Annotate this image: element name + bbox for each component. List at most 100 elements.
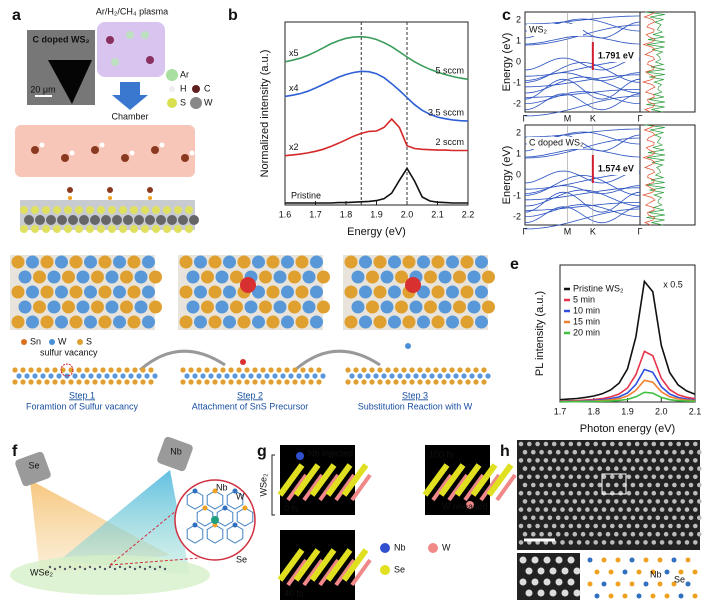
atom-spot [672, 499, 677, 504]
atom-spot [680, 482, 685, 488]
atom-spot [531, 556, 539, 564]
atom-spot [535, 523, 540, 529]
atom-spot [659, 490, 665, 496]
atom-spot [634, 507, 640, 512]
step-text: Attachment of SnS Precursor [192, 401, 309, 411]
atom [349, 373, 355, 379]
atom-spot [693, 540, 698, 545]
atom-spot [527, 507, 532, 512]
atom [180, 367, 186, 373]
atom [84, 255, 97, 269]
plot-label: WS₂ [529, 24, 547, 34]
atom [402, 255, 416, 269]
atom-spot [547, 531, 553, 537]
step-label: Step 3 [402, 390, 428, 400]
atom [361, 367, 367, 373]
atom-spot [580, 466, 586, 471]
atom [425, 367, 431, 373]
atom [47, 300, 61, 314]
atom [62, 270, 75, 284]
band [524, 93, 641, 111]
atom [284, 379, 290, 385]
atom [236, 367, 242, 373]
atom-spot [651, 540, 657, 545]
y-axis-label: Energy (eV) [501, 33, 513, 92]
series-label: 2 sccm [435, 137, 464, 147]
atom [174, 225, 182, 233]
atom-spot [560, 441, 565, 447]
atom [120, 373, 126, 379]
atom [281, 285, 294, 299]
atom-spot [618, 507, 623, 512]
atom-spot [618, 441, 623, 447]
atom [457, 379, 463, 385]
x-tick-label: 2.1 [431, 209, 444, 219]
scale-label: x4 [289, 83, 299, 93]
atom-spot [568, 458, 574, 463]
atom [310, 285, 323, 299]
atom-spot [638, 466, 644, 471]
atom [92, 367, 98, 373]
atom [401, 367, 407, 373]
inset-label: C doped WS₂ [33, 34, 90, 44]
atom-spot [610, 523, 615, 529]
atom-spot [651, 441, 657, 447]
atom-spot [527, 458, 532, 463]
atom-spot [518, 458, 524, 463]
atom-spot [568, 474, 574, 480]
atom [395, 300, 408, 314]
atom-spot [572, 515, 578, 521]
atom-spot [539, 499, 544, 504]
atom [657, 557, 663, 563]
molecule [146, 56, 154, 64]
atom [69, 255, 83, 269]
atom [88, 565, 92, 569]
atom-spot [655, 515, 661, 521]
atom-spot [647, 466, 652, 471]
atom [124, 379, 130, 385]
x-tick-label: 1.6 [279, 209, 292, 219]
atom-spot [564, 499, 569, 504]
atom-spot [626, 474, 632, 480]
atom-spot [676, 474, 681, 480]
chamber-box [15, 125, 195, 177]
atom [16, 373, 22, 379]
atom [441, 379, 447, 385]
dos-frame [639, 11, 696, 113]
w-chain [318, 558, 340, 587]
series-line [559, 391, 696, 403]
atom-spot [601, 540, 607, 545]
atom-spot [668, 441, 673, 447]
x-tick-label: 1.9 [621, 406, 634, 416]
atom [152, 206, 160, 214]
atom [163, 206, 171, 214]
atom [373, 285, 387, 299]
atom-spot [622, 515, 627, 521]
w-chain [463, 473, 485, 502]
band [524, 206, 641, 224]
plasma-box [97, 22, 165, 77]
atom [260, 379, 266, 385]
atom [163, 567, 167, 571]
atom [86, 225, 94, 233]
atom [75, 206, 83, 214]
source-label: Se [28, 460, 39, 470]
dos [644, 11, 666, 113]
atom [105, 270, 119, 284]
atom-spot [680, 515, 685, 521]
atom-spot [543, 458, 549, 463]
atom [260, 367, 266, 373]
atom-spot [572, 499, 578, 504]
atom [20, 379, 26, 385]
atom [295, 285, 309, 299]
hexagon [196, 507, 214, 527]
atom [93, 567, 97, 571]
atom [20, 206, 28, 214]
atom-spot [651, 458, 657, 463]
atom [351, 270, 365, 284]
atom [128, 565, 132, 569]
atom-spot [531, 499, 536, 504]
atom-spot [567, 556, 575, 564]
atom [373, 315, 387, 329]
atom [310, 255, 323, 269]
